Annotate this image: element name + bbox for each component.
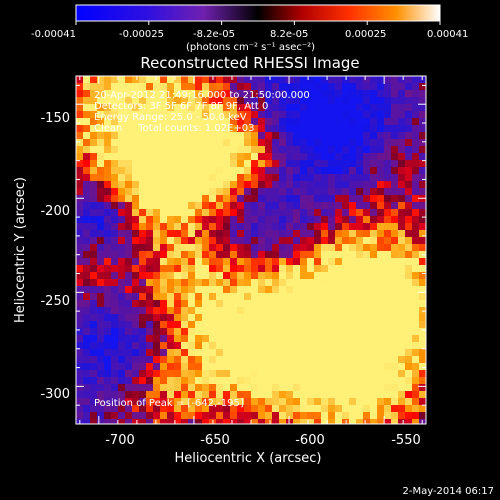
info-energy-range: Energy Range: 25.0 - 50.0 keV xyxy=(94,112,247,123)
colorbar-ticks xyxy=(75,21,441,25)
plot-title: Reconstructed RHESSI Image xyxy=(140,54,359,72)
colorbar-units-label: (photons cm⁻² s⁻¹ asec⁻²) xyxy=(186,42,315,53)
info-clean-counts: Clean Total counts: 1.02E+03 xyxy=(94,123,254,134)
colorbar-tick-label: 8.2e-05 xyxy=(270,29,308,40)
x-axis-ticks xyxy=(79,76,423,424)
colorbar-tick-label: 0.00025 xyxy=(345,29,386,40)
colorbar-tick-label: 0.00041 xyxy=(427,29,468,40)
peak-position: Position of Peak = [-642,-195] xyxy=(94,398,244,409)
colorbar-tick-label: -0.00041 xyxy=(31,29,76,40)
y-axis-label: Heliocentric Y (arcsec) xyxy=(13,177,28,323)
colorbar-tick-label: -8.2e-05 xyxy=(193,29,235,40)
footer-date: 2-May-2014 06:17 xyxy=(402,486,494,497)
x-tick-label: -700 xyxy=(105,433,135,448)
x-tick-label: -600 xyxy=(295,433,325,448)
x-tick-label: -550 xyxy=(391,433,421,448)
y-tick-label: -300 xyxy=(40,387,70,402)
rhessi-image xyxy=(76,76,426,424)
info-detectors: Detectors: 3F 5F 6F 7F 8F 9F, Att 0 xyxy=(94,101,268,112)
x-axis-label: Heliocentric X (arcsec) xyxy=(175,451,322,466)
info-time-range: 20-Apr-2012 21:49:16.000 to 21:50:00.000 xyxy=(94,90,310,101)
x-tick-label: -650 xyxy=(200,433,230,448)
y-tick-label: -250 xyxy=(40,294,70,309)
colorbar xyxy=(75,4,441,22)
y-tick-label: -200 xyxy=(40,204,70,219)
y-axis-ticks xyxy=(76,84,426,425)
colorbar-tick-label: -0.00025 xyxy=(119,29,164,40)
y-tick-label: -150 xyxy=(40,111,70,126)
